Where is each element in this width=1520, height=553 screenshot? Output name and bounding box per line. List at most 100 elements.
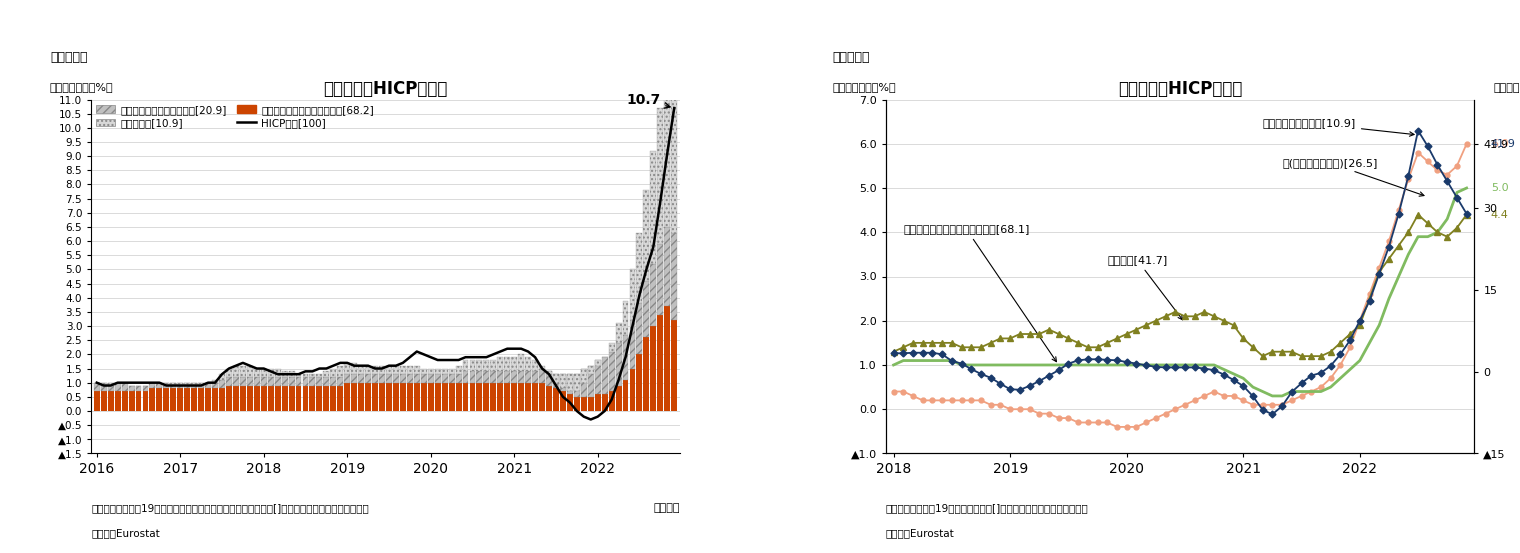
Bar: [421, 374, 427, 383]
Bar: [505, 372, 511, 383]
Bar: [240, 385, 246, 411]
Bar: [192, 383, 198, 385]
Bar: [205, 383, 211, 388]
Bar: [616, 323, 622, 343]
Bar: [553, 388, 559, 411]
Bar: [143, 391, 149, 411]
Bar: [672, 320, 678, 411]
Bar: [664, 306, 670, 411]
Bar: [394, 374, 398, 383]
Bar: [359, 383, 365, 411]
Bar: [295, 374, 301, 377]
Bar: [575, 374, 579, 397]
Bar: [337, 366, 344, 377]
Bar: [365, 374, 371, 383]
Text: （前年同月比、%）: （前年同月比、%）: [833, 82, 897, 92]
Bar: [511, 372, 517, 383]
Bar: [400, 366, 406, 374]
Text: （注）ユーロ圏は19か国のデータ、[]内は総合指数に対するウェイト: （注）ユーロ圏は19か国のデータ、[]内は総合指数に対するウェイト: [886, 503, 1088, 513]
Bar: [608, 343, 614, 352]
Bar: [400, 374, 406, 383]
Bar: [608, 391, 614, 411]
Bar: [108, 383, 114, 391]
Bar: [462, 383, 468, 411]
Bar: [351, 374, 357, 383]
Bar: [643, 190, 649, 281]
Bar: [518, 372, 524, 383]
Bar: [281, 385, 287, 411]
Bar: [483, 372, 489, 383]
Bar: [594, 360, 600, 394]
Bar: [657, 244, 663, 315]
Bar: [643, 281, 649, 337]
Bar: [651, 150, 657, 264]
Bar: [386, 383, 392, 411]
Bar: [365, 383, 371, 411]
Bar: [114, 383, 120, 391]
Bar: [359, 374, 365, 383]
Bar: [149, 383, 155, 388]
Bar: [198, 383, 204, 385]
Bar: [427, 383, 433, 411]
Bar: [372, 366, 378, 374]
Bar: [553, 374, 559, 383]
Bar: [351, 363, 357, 374]
Bar: [526, 383, 530, 411]
Bar: [289, 377, 295, 385]
Bar: [213, 388, 217, 411]
Bar: [629, 320, 635, 368]
Bar: [546, 385, 552, 411]
Bar: [157, 388, 163, 411]
Bar: [372, 383, 378, 411]
Bar: [198, 383, 204, 388]
Bar: [205, 388, 211, 411]
Bar: [442, 368, 447, 374]
Bar: [629, 269, 635, 320]
Bar: [254, 368, 260, 377]
Bar: [456, 383, 462, 411]
Bar: [526, 357, 530, 372]
Text: 5.0: 5.0: [1491, 183, 1508, 193]
Bar: [435, 374, 441, 383]
Bar: [240, 366, 246, 377]
Bar: [226, 368, 233, 377]
Bar: [114, 391, 120, 411]
Bar: [184, 383, 190, 388]
Bar: [122, 391, 128, 411]
Bar: [476, 383, 482, 411]
Bar: [602, 394, 608, 411]
Bar: [532, 372, 538, 383]
Text: サービス[41.7]: サービス[41.7]: [1107, 255, 1183, 320]
Bar: [108, 383, 114, 385]
Bar: [637, 354, 643, 411]
Bar: [491, 360, 497, 372]
Bar: [261, 385, 266, 411]
Bar: [240, 377, 246, 385]
Bar: [483, 360, 489, 372]
Bar: [261, 368, 266, 377]
Bar: [540, 368, 546, 383]
Bar: [567, 374, 573, 391]
Bar: [442, 374, 447, 383]
Bar: [540, 366, 546, 368]
Bar: [143, 385, 149, 391]
Bar: [344, 383, 350, 411]
Bar: [616, 385, 622, 411]
Bar: [170, 388, 176, 411]
Bar: [394, 366, 398, 374]
Bar: [213, 380, 217, 383]
Bar: [275, 385, 281, 411]
Bar: [344, 363, 350, 374]
Text: （前年同月比、%）: （前年同月比、%）: [50, 82, 114, 92]
Bar: [386, 366, 392, 374]
Bar: [149, 388, 155, 411]
Bar: [178, 383, 184, 388]
Bar: [470, 383, 476, 411]
Bar: [511, 357, 517, 372]
Bar: [178, 383, 184, 385]
Bar: [497, 357, 503, 372]
Bar: [470, 360, 476, 372]
Bar: [302, 374, 309, 377]
Bar: [310, 374, 316, 377]
Bar: [462, 360, 468, 372]
